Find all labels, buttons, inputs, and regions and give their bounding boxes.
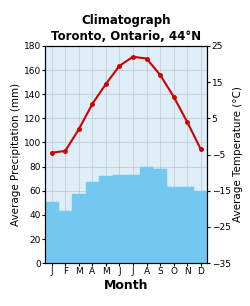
Bar (140, 166, 153, 263)
Y-axis label: Average Temperature (°C): Average Temperature (°C) (234, 87, 243, 222)
Bar (153, 169, 167, 263)
X-axis label: Month: Month (104, 279, 148, 292)
Bar (45, 202, 59, 263)
Bar (72, 194, 86, 263)
Bar (58, 211, 72, 263)
Bar (86, 182, 99, 263)
Bar (113, 175, 126, 263)
Bar (99, 176, 113, 263)
Y-axis label: Average Precipitation (mm): Average Precipitation (mm) (11, 83, 21, 226)
Bar (167, 187, 180, 263)
Bar (180, 187, 194, 263)
Title: Climatograph
Toronto, Ontario, 44°N: Climatograph Toronto, Ontario, 44°N (51, 14, 201, 43)
Bar (126, 175, 140, 263)
Bar (194, 191, 207, 263)
